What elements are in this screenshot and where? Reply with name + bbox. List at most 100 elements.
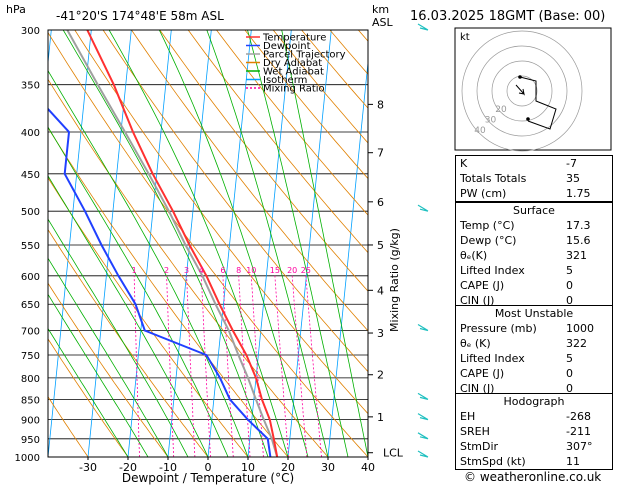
index-label: K	[460, 157, 468, 170]
surface-row: Temp (°C) 17.3	[456, 218, 612, 233]
pressure-tick-label: 400	[21, 128, 40, 139]
isotherm-line	[207, 30, 252, 457]
hodograph-trace	[519, 76, 557, 130]
hodograph-ring	[461, 30, 583, 152]
temperature-tick-label: -10	[159, 461, 177, 474]
pressure-tick-label: 750	[21, 351, 40, 362]
surface-row: θₑ(K) 321	[456, 248, 612, 263]
mixing-ratio-label: 1	[132, 266, 137, 275]
most-unstable-value: 322	[566, 337, 587, 350]
wet-adiabat-line	[48, 218, 189, 457]
mixing-ratio-line	[291, 275, 308, 457]
hodograph-ring	[491, 60, 553, 122]
mixing-ratio-line	[222, 275, 234, 457]
surface-label: Lifted Index	[460, 264, 525, 277]
hodograph-point	[526, 117, 530, 121]
hodograph-table-value: 11	[566, 455, 580, 468]
height-tick-label: LCL	[383, 447, 404, 460]
hodograph-table-row: EH -268	[456, 409, 612, 424]
most-unstable-label: Pressure (mb)	[460, 322, 537, 335]
mixing-ratio-label: 20	[287, 266, 297, 275]
legend-entry: Parcel Trajectory	[263, 50, 346, 61]
hodograph-table-label: SREH	[460, 425, 490, 438]
pressure-tick-label: 450	[21, 170, 40, 181]
dry-adiabat-line	[159, 30, 368, 292]
hodograph-table-panel: Hodograph EH -268 SREH -211 StmDir 307° StmSpd…	[455, 393, 613, 470]
dry-adiabat-line	[131, 30, 368, 332]
mixing-ratio-axis-label: Mixing Ratio (g/kg)	[388, 228, 401, 332]
temperature-tick-label: 40	[361, 461, 375, 474]
temperature-tick-label: -30	[79, 461, 97, 474]
mixing-ratio-line	[133, 275, 140, 457]
height-tick-label: 8	[377, 98, 384, 111]
mixing-ratio-label: 3	[184, 266, 189, 275]
wind-barb	[417, 204, 429, 212]
surface-label: CIN (J)	[460, 294, 495, 307]
height-tick-label: 2	[377, 369, 384, 382]
hodograph-table-value: -211	[566, 425, 591, 438]
wet-adiabat-line	[48, 257, 169, 457]
most-unstable-label: CAPE (J)	[460, 367, 505, 380]
pressure-tick-label: 650	[21, 300, 40, 311]
legend-entry: Isotherm	[263, 75, 307, 86]
wet-adiabat-line	[281, 30, 368, 457]
height-tick-label: 7	[377, 147, 384, 160]
mixing-ratio-line	[238, 275, 251, 457]
wet-adiabat-line	[48, 293, 149, 457]
surface-panel: Surface Temp (°C) 17.3 Dewp (°C) 15.6 θₑ(K) 3…	[455, 202, 613, 309]
most-unstable-value: 0	[566, 382, 573, 395]
mixing-ratio-line	[186, 275, 196, 457]
hodograph-ring-label: 20	[495, 105, 507, 115]
hodograph-table-value: 307°	[566, 440, 593, 453]
most-unstable-row: CAPE (J) 0	[456, 366, 612, 381]
surface-row: Dewp (°C) 15.6	[456, 233, 612, 248]
wet-adiabat-line	[48, 327, 129, 457]
pressure-tick-label: 300	[21, 26, 40, 37]
dry-adiabat-line	[48, 228, 209, 457]
pressure-tick-label: 700	[21, 327, 40, 338]
legend-entry: Temperature	[262, 33, 326, 44]
wind-barb	[417, 392, 429, 400]
mixing-ratio-label: 4	[199, 266, 204, 275]
dry-adiabat-line	[74, 30, 368, 415]
temperature-tick-label: 0	[205, 461, 212, 474]
most-unstable-row: θₑ (K) 322	[456, 336, 612, 351]
most-unstable-row: CIN (J) 0	[456, 381, 612, 396]
legend-entry: Wet Adiabat	[263, 67, 324, 78]
pressure-tick-label: 350	[21, 81, 40, 92]
legend-entry: Dewpoint	[263, 41, 311, 52]
mixing-ratio-line	[166, 275, 175, 457]
most-unstable-value: 5	[566, 352, 573, 365]
index-row: K -7	[456, 156, 612, 171]
most-unstable-row: Pressure (mb) 1000	[456, 321, 612, 336]
hpa-unit: hPa	[6, 3, 26, 16]
wind-barb	[417, 23, 429, 31]
surface-value: 17.3	[566, 219, 591, 232]
mixing-ratio-line	[200, 275, 211, 457]
index-label: Totals Totals	[460, 172, 527, 185]
dry-adiabat-line	[244, 30, 368, 180]
most-unstable-label: Lifted Index	[460, 352, 525, 365]
surface-value: 5	[566, 264, 573, 277]
index-row: Totals Totals 35	[456, 171, 612, 186]
most-unstable-row: Lifted Index 5	[456, 351, 612, 366]
surface-value: 0	[566, 294, 573, 307]
wind-barb	[417, 450, 429, 458]
hodograph-table-row: StmDir 307°	[456, 439, 612, 454]
hodograph-ring-label: 30	[485, 116, 497, 126]
legend-entry: Mixing Ratio	[263, 84, 325, 95]
isotherm-line	[327, 58, 368, 457]
wind-barb	[417, 413, 429, 421]
indices-panel: K -7 Totals Totals 35 PW (cm) 1.75	[455, 155, 613, 202]
pressure-tick-label: 900	[21, 416, 40, 427]
dry-adiabat-line	[48, 282, 169, 457]
pressure-tick-label: 550	[21, 241, 40, 252]
wet-adiabat-line	[247, 30, 349, 457]
hodograph-table-label: EH	[460, 410, 476, 423]
wind-barb	[417, 432, 429, 440]
most-unstable-label: CIN (J)	[460, 382, 495, 395]
surface-row: Lifted Index 5	[456, 263, 612, 278]
temperature-tick-label: 20	[281, 461, 295, 474]
pressure-tick-label: 500	[21, 207, 40, 218]
most-unstable-panel: Most Unstable Pressure (mb) 1000 θₑ (K) 322…	[455, 305, 613, 397]
